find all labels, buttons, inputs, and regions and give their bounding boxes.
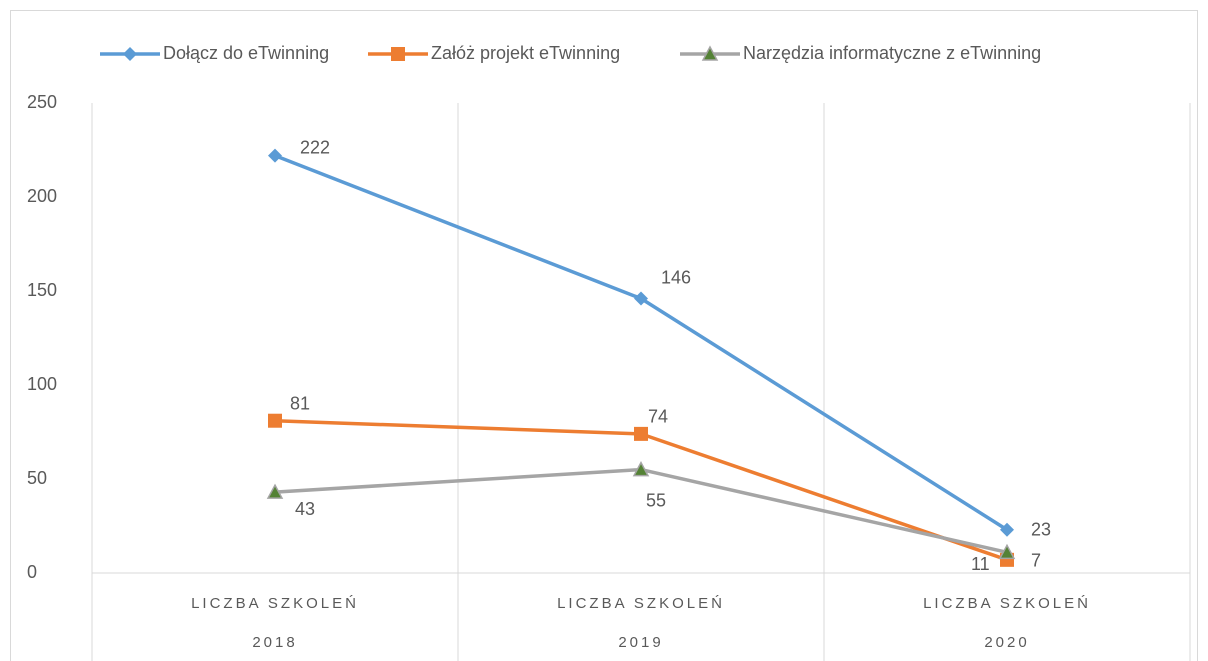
data-label: 7 (1031, 551, 1041, 571)
legend-marker (701, 45, 719, 61)
data-point (998, 543, 1016, 560)
legend-marker (123, 47, 137, 61)
y-tick-label: 200 (27, 186, 57, 206)
legend-label: Dołącz do eTwinning (163, 43, 329, 63)
x-tick-label: 2019 (618, 634, 663, 651)
data-point (268, 413, 282, 428)
data-label: 74 (648, 407, 668, 427)
data-label: 55 (646, 490, 666, 510)
x-tick-label: LICZBA SZKOLEŃ (191, 595, 359, 612)
data-point (632, 461, 650, 477)
x-tick-label: LICZBA SZKOLEŃ (557, 595, 725, 612)
data-label: 23 (1031, 520, 1051, 540)
data-label: 11 (971, 554, 990, 574)
data-point (266, 483, 284, 499)
series-line (274, 467, 1008, 555)
x-tick-label: 2020 (984, 634, 1029, 651)
y-tick-label: 50 (27, 468, 47, 488)
legend-marker (391, 47, 405, 61)
data-point (268, 148, 282, 163)
data-label: 43 (295, 499, 315, 519)
y-tick-label: 100 (27, 374, 57, 394)
x-tick-label: LICZBA SZKOLEŃ (923, 595, 1091, 612)
y-tick-label: 0 (27, 562, 37, 582)
data-label: 146 (661, 267, 691, 287)
chart-border (10, 10, 1198, 661)
x-tick-label: 2018 (252, 634, 297, 651)
series-line (274, 418, 1008, 562)
data-label: 81 (290, 393, 310, 413)
legend-label: Załóż projekt eTwinning (431, 43, 620, 63)
data-point (634, 426, 648, 441)
y-tick-label: 250 (27, 92, 57, 112)
y-tick-label: 150 (27, 280, 57, 300)
data-label: 222 (300, 137, 330, 157)
data-point (1000, 522, 1014, 537)
data-point (634, 291, 648, 306)
legend-label: Narzędzia informatyczne z eTwinning (743, 43, 1041, 63)
